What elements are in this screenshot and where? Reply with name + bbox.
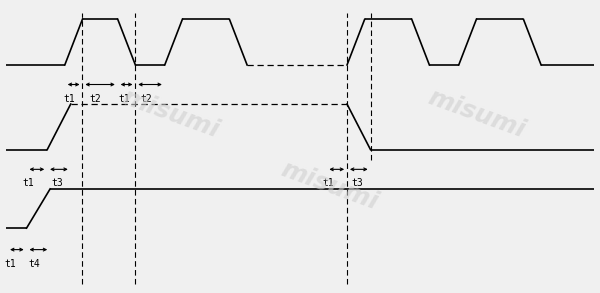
Text: t1: t1	[64, 94, 76, 104]
Text: t1: t1	[119, 94, 131, 104]
Text: t3: t3	[352, 178, 364, 188]
Text: misumi: misumi	[277, 157, 382, 214]
Text: t1: t1	[5, 259, 17, 269]
Text: t2: t2	[89, 94, 101, 104]
Text: misumi: misumi	[424, 85, 529, 143]
Text: misumi: misumi	[119, 85, 223, 143]
Text: t1: t1	[22, 178, 34, 188]
Text: t3: t3	[52, 178, 64, 188]
Text: t4: t4	[28, 259, 40, 269]
Text: t2: t2	[140, 94, 152, 104]
Text: t1: t1	[322, 178, 334, 188]
